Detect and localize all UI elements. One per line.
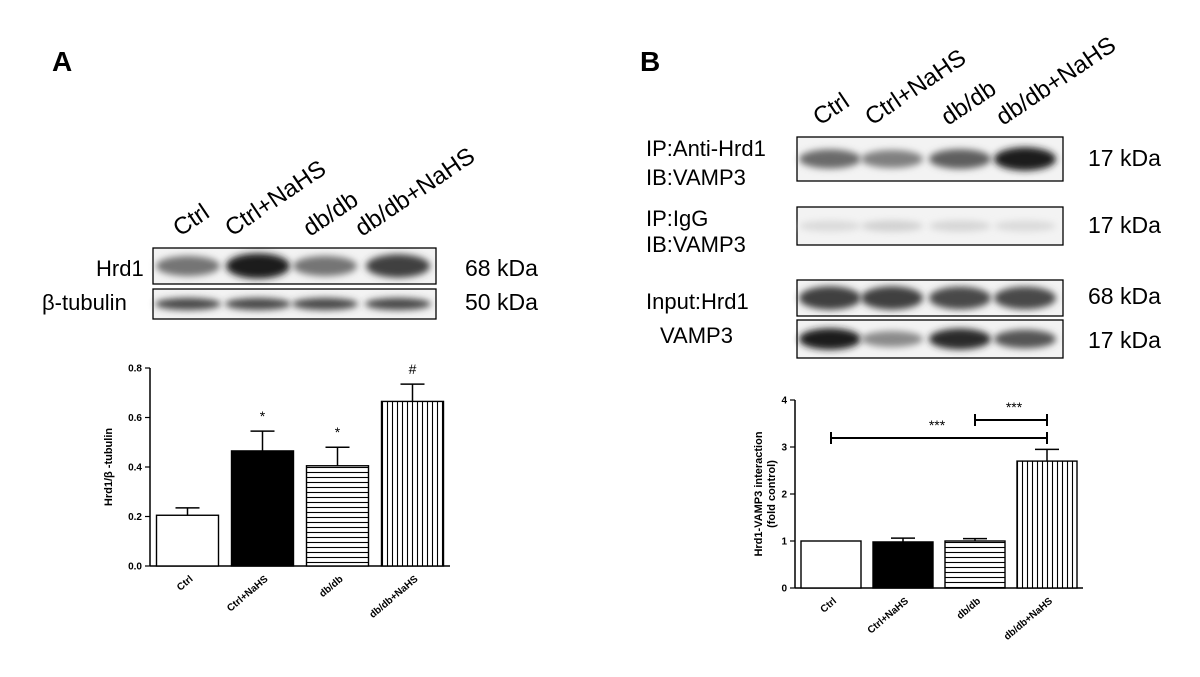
blot-band	[994, 329, 1056, 349]
blot-label: IP:IgG	[646, 206, 708, 231]
panel-a-blots: Hrd1 β-tubulin 68 kDa 50 kDa	[42, 247, 538, 320]
x-category-label: Ctrl	[175, 574, 195, 594]
x-category-label: Ctrl	[819, 596, 839, 616]
panel-a-letter: A	[52, 46, 72, 77]
y-tick-label: 2	[781, 490, 787, 501]
y-tick-label: 1	[781, 537, 787, 548]
lane-label: db/db	[298, 186, 363, 242]
panel-b-bar-chart: 0 1 2 3 4 Ctrl Ctrl+NaHS db/db db/db+NaHS Hrd1-VA…	[753, 396, 1083, 643]
blot-band	[861, 220, 923, 232]
y-tick-label: 0.0	[128, 562, 142, 573]
y-tick-label: 3	[781, 443, 787, 454]
kda-label: 17 kDa	[1088, 145, 1161, 171]
bar	[944, 540, 1006, 589]
x-category-label: db/db	[955, 596, 983, 622]
blot-label: Input:Hrd1	[646, 289, 749, 314]
kda-label: 68 kDa	[465, 255, 538, 281]
x-category-label: Ctrl+NaHS	[225, 574, 270, 615]
significance-label: #	[409, 361, 417, 377]
y-tick-label: 0	[781, 584, 787, 595]
blot-band	[861, 331, 923, 347]
y-tick-label: 0.8	[128, 364, 142, 375]
blot-band	[929, 286, 991, 310]
x-category-label: db/db	[318, 574, 346, 600]
blot-label: Hrd1	[96, 256, 144, 281]
x-category-label: db/db+NaHS	[1002, 596, 1055, 643]
y-tick-label: 0.2	[128, 512, 142, 523]
lane-label: db/db+NaHS	[350, 142, 480, 242]
panel-a-bar-chart: 0.0 0.2 0.4 0.6 0.8 Ctrl * Ctrl+NaHS * db/db # db/d…	[103, 361, 450, 621]
lane-label: db/db	[936, 75, 1001, 131]
blot-band	[366, 254, 430, 278]
y-tick-label: 0.4	[128, 463, 142, 474]
blot-band	[799, 149, 861, 169]
kda-label: 50 kDa	[465, 289, 538, 315]
blot-label: IB:VAMP3	[646, 232, 746, 257]
bracket-label: ***	[1006, 399, 1023, 415]
blot-band	[799, 328, 861, 350]
y-axis-label: Hrd1/β -tubulin	[103, 428, 115, 506]
blot-label: IP:Anti-Hrd1	[646, 136, 766, 161]
y-axis-label: (fold control)	[766, 460, 778, 528]
blot-band	[929, 328, 991, 350]
blot-band	[293, 255, 357, 277]
blot-band	[155, 297, 221, 311]
bar	[872, 541, 934, 589]
blot-band	[365, 297, 431, 311]
blot-band	[292, 297, 358, 311]
panel-b-letter: B	[640, 46, 660, 77]
blot-label: β-tubulin	[42, 290, 127, 315]
bar	[305, 465, 370, 567]
blot-band	[226, 253, 290, 279]
blot-label: VAMP3	[660, 323, 733, 348]
blot-band	[929, 149, 991, 169]
blot-band	[861, 286, 923, 310]
blot-band	[929, 220, 991, 232]
bar	[380, 400, 445, 567]
bar	[800, 540, 862, 589]
bar	[230, 450, 295, 567]
x-category-label: Ctrl+NaHS	[866, 596, 911, 637]
kda-label: 17 kDa	[1088, 327, 1161, 353]
lane-label: db/db+NaHS	[991, 31, 1121, 131]
bar	[155, 514, 220, 567]
blot-band	[799, 286, 861, 310]
kda-label: 17 kDa	[1088, 212, 1161, 238]
blot-band	[994, 286, 1056, 310]
blot-band	[994, 147, 1056, 171]
y-tick-label: 4	[781, 396, 787, 407]
bar	[1016, 460, 1078, 589]
lane-label: Ctrl	[168, 199, 214, 242]
significance-label: *	[335, 424, 341, 440]
bracket-label: ***	[929, 417, 946, 433]
y-tick-label: 0.6	[128, 413, 142, 424]
significance-label: *	[260, 408, 266, 424]
blot-band	[156, 255, 220, 277]
blot-band	[225, 297, 291, 311]
lane-label: Ctrl	[808, 88, 854, 131]
y-axis-label: Hrd1-VAMP3 interaction	[753, 431, 765, 556]
kda-label: 68 kDa	[1088, 283, 1161, 309]
blot-band	[994, 220, 1056, 232]
blot-band	[861, 150, 923, 168]
blot-label: IB:VAMP3	[646, 165, 746, 190]
x-category-label: db/db+NaHS	[368, 574, 421, 621]
blot-band	[799, 220, 861, 232]
